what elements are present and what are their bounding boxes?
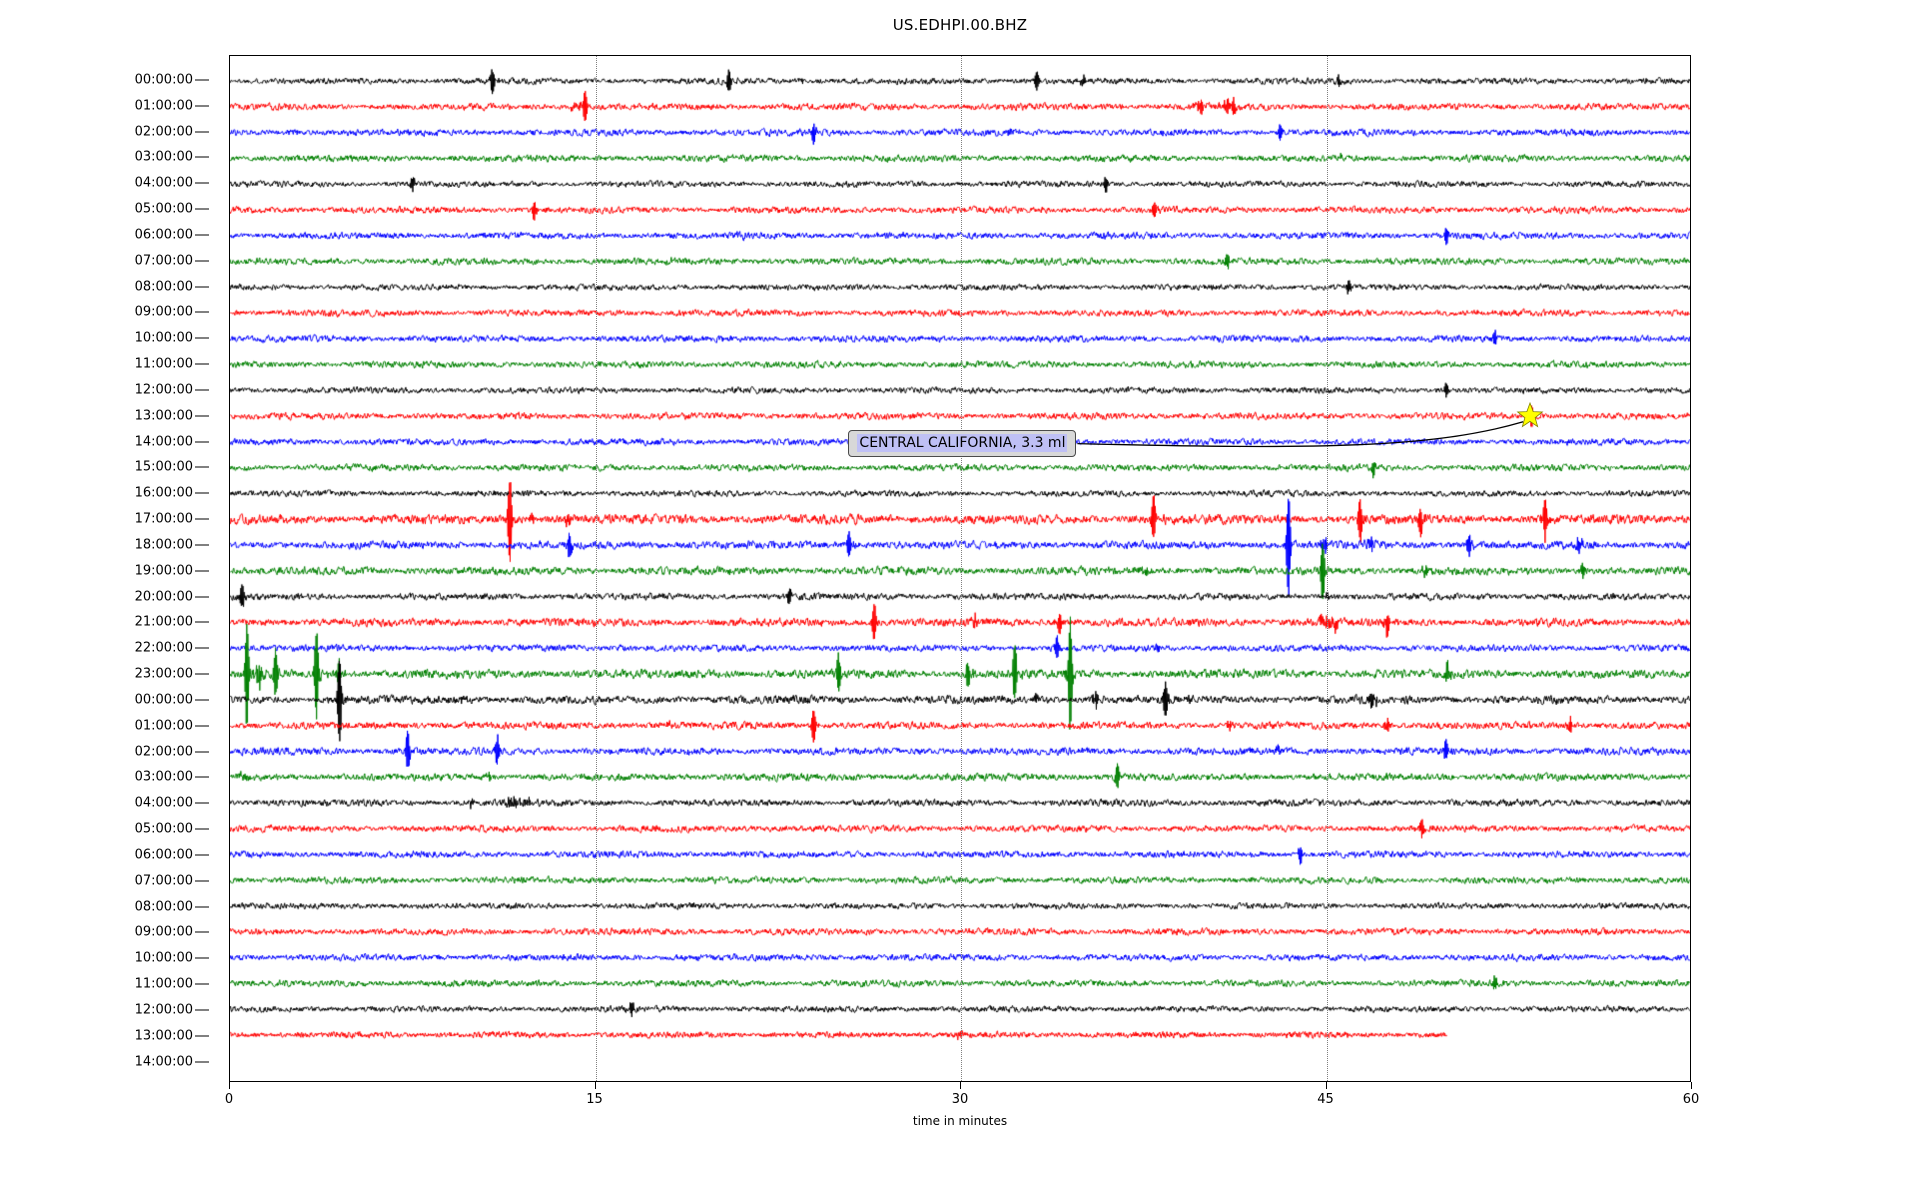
y-axis-tick xyxy=(195,957,209,959)
seismogram-traces-canvas xyxy=(230,56,1690,1081)
x-axis-tick-label: 30 xyxy=(951,1092,969,1107)
x-axis-title: time in minutes xyxy=(912,1114,1008,1128)
y-axis-tick-label: 21:00:00 xyxy=(134,614,193,630)
y-axis-tick-label: 12:00:00 xyxy=(134,1002,193,1018)
y-axis-tick-label: 14:00:00 xyxy=(134,1054,193,1070)
y-axis-tick-label: 08:00:00 xyxy=(134,899,193,915)
y-axis-tick-label: 09:00:00 xyxy=(134,924,193,940)
x-axis-tick xyxy=(229,1082,230,1089)
y-axis-tick xyxy=(195,286,209,288)
y-axis-tick-label: 01:00:00 xyxy=(134,98,193,114)
x-axis-labels: 0 15 30 45 60 xyxy=(225,1082,1699,1122)
y-axis-tick-label: 03:00:00 xyxy=(134,149,193,165)
y-axis-tick xyxy=(195,828,209,830)
y-axis-tick xyxy=(195,802,209,804)
y-axis-tick xyxy=(195,441,209,443)
x-axis-tick-label: 60 xyxy=(1682,1092,1700,1107)
y-axis-tick-label: 05:00:00 xyxy=(134,821,193,837)
plot-area xyxy=(229,55,1691,1082)
y-axis-tick xyxy=(195,544,209,546)
y-axis-tick-label: 09:00:00 xyxy=(134,304,193,320)
y-axis-tick-label: 00:00:00 xyxy=(134,692,193,708)
x-axis-tick xyxy=(1325,1082,1327,1089)
y-axis-tick-label: 10:00:00 xyxy=(134,330,193,346)
y-axis-tick xyxy=(195,260,209,262)
y-axis-tick xyxy=(195,337,209,339)
y-axis-tick xyxy=(195,983,209,985)
y-axis-tick-label: 05:00:00 xyxy=(134,201,193,217)
y-axis-tick xyxy=(195,596,209,598)
y-axis-tick-label: 10:00:00 xyxy=(134,950,193,966)
y-axis-tick xyxy=(195,492,209,494)
y-axis-tick xyxy=(195,776,209,778)
y-axis-tick xyxy=(195,647,209,649)
y-axis-tick xyxy=(195,131,209,133)
x-axis-tick xyxy=(594,1082,596,1089)
y-axis-tick-label: 00:00:00 xyxy=(134,72,193,88)
y-axis-labels: 00:00:00 01:00:00 02:00:00 03:00:00 04:00:00… xyxy=(0,55,229,1082)
y-axis-tick xyxy=(195,415,209,417)
y-axis-tick xyxy=(195,1035,209,1037)
y-axis-tick xyxy=(195,389,209,391)
x-axis-tick-label: 45 xyxy=(1317,1092,1334,1107)
y-axis-tick xyxy=(195,466,209,468)
y-axis-tick xyxy=(195,854,209,856)
y-axis-tick-label: 20:00:00 xyxy=(134,589,193,605)
y-axis-tick-label: 15:00:00 xyxy=(134,459,193,475)
x-axis-tick-label: 15 xyxy=(586,1092,603,1107)
y-axis-tick-label: 22:00:00 xyxy=(134,640,193,656)
y-axis-tick-label: 11:00:00 xyxy=(134,356,193,372)
event-annotation-text: CENTRAL CALIFORNIA, 3.3 ml xyxy=(857,434,1068,453)
y-axis-tick xyxy=(195,182,209,184)
y-axis-tick-label: 14:00:00 xyxy=(134,434,193,450)
y-axis-tick-label: 01:00:00 xyxy=(134,718,193,734)
y-axis-tick xyxy=(195,105,209,107)
y-axis-tick xyxy=(195,311,209,313)
y-axis-tick-label: 18:00:00 xyxy=(134,537,193,553)
y-axis-tick-label: 07:00:00 xyxy=(134,253,193,269)
y-axis-tick-label: 19:00:00 xyxy=(134,563,193,579)
y-axis-tick-label: 11:00:00 xyxy=(134,976,193,992)
x-axis-tick-label: 0 xyxy=(224,1092,234,1107)
y-axis-tick xyxy=(195,751,209,753)
event-annotation-label[interactable]: CENTRAL CALIFORNIA, 3.3 ml xyxy=(848,430,1077,458)
y-axis-tick xyxy=(195,234,209,236)
y-axis-tick xyxy=(195,880,209,882)
y-axis-tick-label: 17:00:00 xyxy=(134,511,193,527)
annotation-layer: CENTRAL CALIFORNIA, 3.3 ml xyxy=(229,55,1691,1082)
x-axis-tick xyxy=(1691,1082,1692,1089)
y-axis-tick xyxy=(195,518,209,520)
y-axis-tick xyxy=(195,931,209,933)
y-axis-tick-label: 13:00:00 xyxy=(134,1028,193,1044)
x-axis-tick xyxy=(960,1082,961,1089)
y-axis-tick xyxy=(195,699,209,701)
y-axis-tick-label: 16:00:00 xyxy=(134,485,193,501)
y-axis-tick-label: 06:00:00 xyxy=(134,227,193,243)
y-axis-tick xyxy=(195,570,209,572)
y-axis-tick-label: 02:00:00 xyxy=(134,744,193,760)
y-axis-tick-label: 07:00:00 xyxy=(134,873,193,889)
y-axis-tick-label: 23:00:00 xyxy=(134,666,193,682)
y-axis-tick xyxy=(195,725,209,727)
y-axis-tick-label: 06:00:00 xyxy=(134,847,193,863)
y-axis-tick-label: 03:00:00 xyxy=(134,769,193,785)
y-axis-tick-label: 02:00:00 xyxy=(134,124,193,140)
page-title: US.EDHPI.00.BHZ xyxy=(892,16,1028,34)
y-axis-tick-label: 13:00:00 xyxy=(134,408,193,424)
y-axis-tick xyxy=(195,1061,209,1063)
y-axis-tick xyxy=(195,208,209,210)
y-axis-tick xyxy=(195,673,209,675)
y-axis-tick-label: 12:00:00 xyxy=(134,382,193,398)
earthquake-star-marker[interactable] xyxy=(1515,401,1545,431)
y-axis-tick-label: 04:00:00 xyxy=(134,175,193,191)
y-axis-tick xyxy=(195,363,209,365)
y-axis-tick xyxy=(195,906,209,908)
y-axis-tick-label: 08:00:00 xyxy=(134,279,193,295)
y-axis-tick xyxy=(195,621,209,623)
y-axis-tick xyxy=(195,79,209,81)
y-axis-tick-label: 04:00:00 xyxy=(134,795,193,811)
y-axis-tick xyxy=(195,1009,209,1011)
y-axis-tick xyxy=(195,156,209,158)
